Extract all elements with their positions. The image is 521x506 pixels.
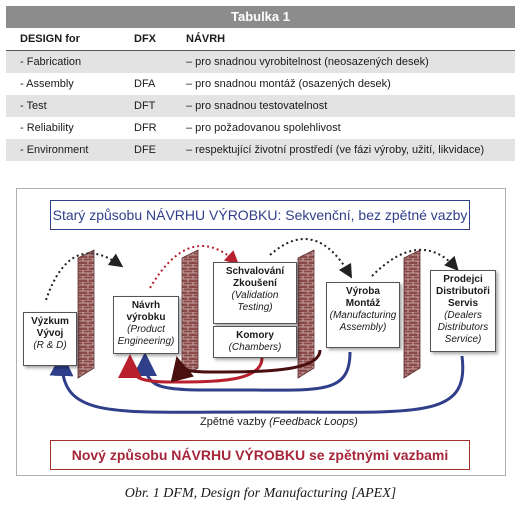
node-title: Výzkum Vývoj (31, 316, 69, 339)
table-row: - Test DFT – pro snadnou testovatelnost (6, 95, 515, 117)
dfx-table: Tabulka 1 DESIGN for DFX NÁVRH - Fabrica… (6, 6, 515, 161)
header-navrh: NÁVRH (186, 33, 226, 45)
node-title: Prodejci Distributoři Servis (436, 274, 490, 309)
node-title: Návrh výrobku (126, 300, 166, 323)
table-row: - Fabrication – pro snadnou vyrobitelnos… (6, 51, 515, 73)
cell-navrh: – pro snadnou testovatelnost (186, 100, 328, 112)
cell-design: - Assembly (20, 78, 74, 90)
cell-navrh: – respektující životní prostředí (ve fáz… (186, 144, 485, 156)
node-subtitle: (Chambers) (228, 342, 282, 353)
figure-caption: Obr. 1 DFM, Design for Manufacturing [AP… (124, 486, 397, 501)
table-row: - Assembly DFA – pro snadnou montáž (osa… (6, 73, 515, 95)
cell-navrh: – pro požadovanou spolehlivost (186, 122, 341, 134)
cell-dfx: DFR (134, 122, 157, 134)
table-row: - Environment DFE – respektující životní… (6, 139, 515, 161)
node-title: Schvalování Zkoušení (225, 266, 285, 289)
node-title: Komory (236, 330, 274, 341)
node-subtitle: (R & D) (33, 340, 67, 351)
dotted-arrow (149, 245, 239, 289)
table-header-row: DESIGN for DFX NÁVRH (6, 28, 515, 51)
new-method-title: Nový způsobu NÁVRHU VÝROBKU se zpětnými … (50, 440, 470, 470)
cell-navrh: – pro snadnou vyrobitelnost (neosazených… (186, 56, 429, 68)
node-subtitle: (Product Engineering) (117, 324, 175, 347)
cell-design: - Fabrication (20, 56, 82, 68)
cell-navrh: – pro snadnou montáž (osazených desek) (186, 78, 391, 90)
node-product-engineering: Návrh výrobku (Product Engineering) (113, 296, 179, 354)
cell-dfx: DFA (134, 78, 156, 90)
cell-dfx: DFT (134, 100, 156, 112)
node-subtitle: (Dealers Distributors Service) (437, 310, 489, 345)
node-validation: Schvalování Zkoušení (Validation Testing… (213, 262, 297, 324)
node-subtitle: (Manufacturing Assembly) (329, 310, 397, 333)
feedback-label: Zpětné vazby (Feedback Loops) (200, 416, 358, 428)
feedback-label-en: (Feedback Loops) (269, 416, 358, 428)
diagram-frame (16, 188, 506, 476)
header-dfx: DFX (134, 33, 156, 45)
brick-wall (297, 249, 315, 379)
feedback-arrow-dark (170, 349, 322, 383)
node-subtitle: (Validation Testing) (231, 290, 279, 313)
old-method-title: Starý způsobu NÁVRHU VÝROBKU: Sekvenční,… (50, 200, 470, 230)
feedback-label-cz: Zpětné vazby (200, 416, 267, 428)
brick-wall (403, 249, 421, 379)
header-design-for: DESIGN for (20, 33, 80, 45)
dotted-arrow (269, 238, 353, 279)
node-research: Výzkum Vývoj (R & D) (23, 312, 77, 366)
dotted-arrow (371, 248, 459, 277)
cell-design: - Reliability (20, 122, 74, 134)
table-row: - Reliability DFR – pro požadovanou spol… (6, 117, 515, 139)
node-distribution: Prodejci Distributoři Servis (Dealers Di… (430, 270, 496, 352)
brick-wall (181, 249, 199, 379)
table-title: Tabulka 1 (6, 6, 515, 28)
cell-design: - Environment (20, 144, 89, 156)
cell-dfx: DFE (134, 144, 156, 156)
node-title: Výroba Montáž (345, 286, 381, 309)
feedback-arrow-outer (49, 352, 465, 414)
cell-design: - Test (20, 100, 47, 112)
node-manufacturing: Výroba Montáž (Manufacturing Assembly) (326, 282, 400, 348)
node-chambers: Komory (Chambers) (213, 326, 297, 358)
brick-wall (77, 249, 95, 379)
